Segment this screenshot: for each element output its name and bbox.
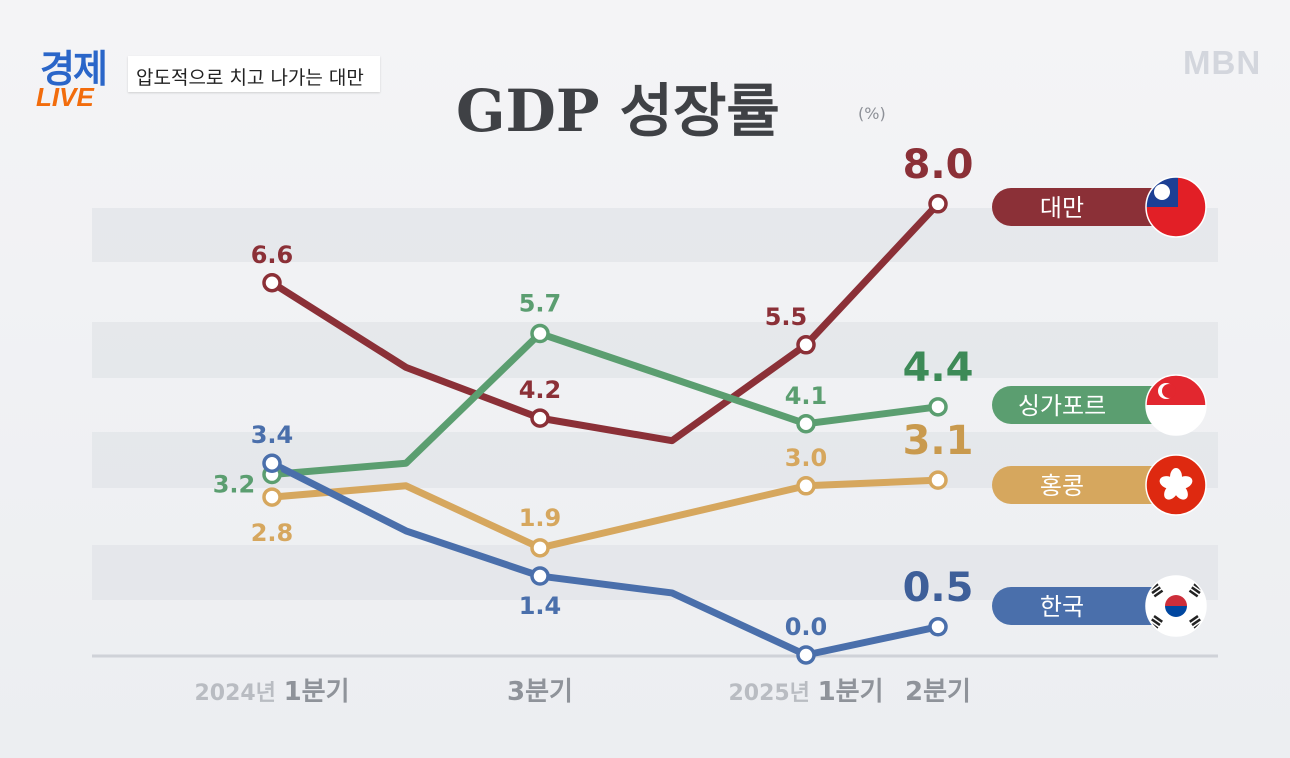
legend-pill [992,386,1170,424]
data-label: 6.6 [251,241,294,269]
legend-item-4: 한국 [992,575,1207,637]
legend-label: 홍콩 [1040,472,1084,500]
chart-title: GDP 성장률 [456,77,780,145]
data-label: 4.4 [903,345,974,391]
legend-label: 싱가포르 [1018,392,1106,420]
x-tick-label-4: 2분기 [905,677,971,707]
data-point [928,617,948,637]
data-point [530,323,550,344]
subtitle-box: 압도적으로 치고 나가는 대만 [128,56,380,92]
x-tick-label-1: 2024년 1분기 [194,677,349,707]
series-line-1 [268,200,942,445]
legend-pill [992,466,1170,504]
badge-economy-text: 경제 [40,47,108,91]
x-tick-label-2: 3분기 [507,677,573,707]
data-label: 1.9 [519,504,562,532]
data-label: 4.1 [785,382,828,410]
x-tick-label-3: 2025년 1분기 [728,677,883,707]
data-point [928,397,948,417]
legend-item-2: 싱가포르 [992,374,1207,436]
data-labels: 6.6 4.2 5.5 8.0 3.2 5.7 4.1 4.4 2.8 1.9 3.0 3.1 3.4 1… [213,142,974,641]
data-point [530,408,550,428]
data-label: 3.1 [903,418,974,464]
flag-taiwan-icon [1145,176,1207,238]
data-label: 1.4 [519,592,562,620]
legend-label: 한국 [1040,593,1084,621]
mbn-logo: MBN [1183,44,1262,81]
data-point [928,194,948,214]
data-point [530,538,550,558]
data-point [796,645,816,665]
series-line-4 [268,459,942,659]
data-label: 2.8 [251,519,294,547]
data-point [796,335,816,355]
data-point [262,487,282,507]
legend-label: 대만 [1040,194,1084,222]
data-label: 4.2 [519,376,562,404]
flag-hongkong-icon [1145,454,1207,516]
data-label: 5.7 [519,290,562,318]
program-badge: 경제 LIVE [36,38,126,112]
data-label: 5.5 [765,303,808,331]
flag-korea-icon [1145,575,1207,637]
data-label: 3.2 [213,471,256,499]
legend-pill [992,188,1170,226]
flag-singapore-icon [1145,374,1207,436]
data-label: 3.4 [251,421,294,449]
badge-live-text: LIVE [36,82,94,112]
legend-item-1: 대만 [992,176,1207,238]
data-point [262,453,282,473]
data-label: 3.0 [785,444,828,472]
data-label: 0.0 [785,613,828,641]
subtitle-text: 압도적으로 치고 나가는 대만 [136,67,364,89]
data-point [530,566,550,586]
data-point [796,476,816,496]
unit-label: (%) [858,104,886,123]
legend-pill [992,587,1170,625]
data-point [262,273,282,293]
data-point [928,470,948,490]
data-point [796,414,816,434]
grid-band-2 [92,322,1218,378]
data-label: 8.0 [903,142,974,188]
legend-item-3: 홍콩 [992,454,1207,516]
data-points [262,194,948,665]
data-label: 0.5 [903,565,974,611]
